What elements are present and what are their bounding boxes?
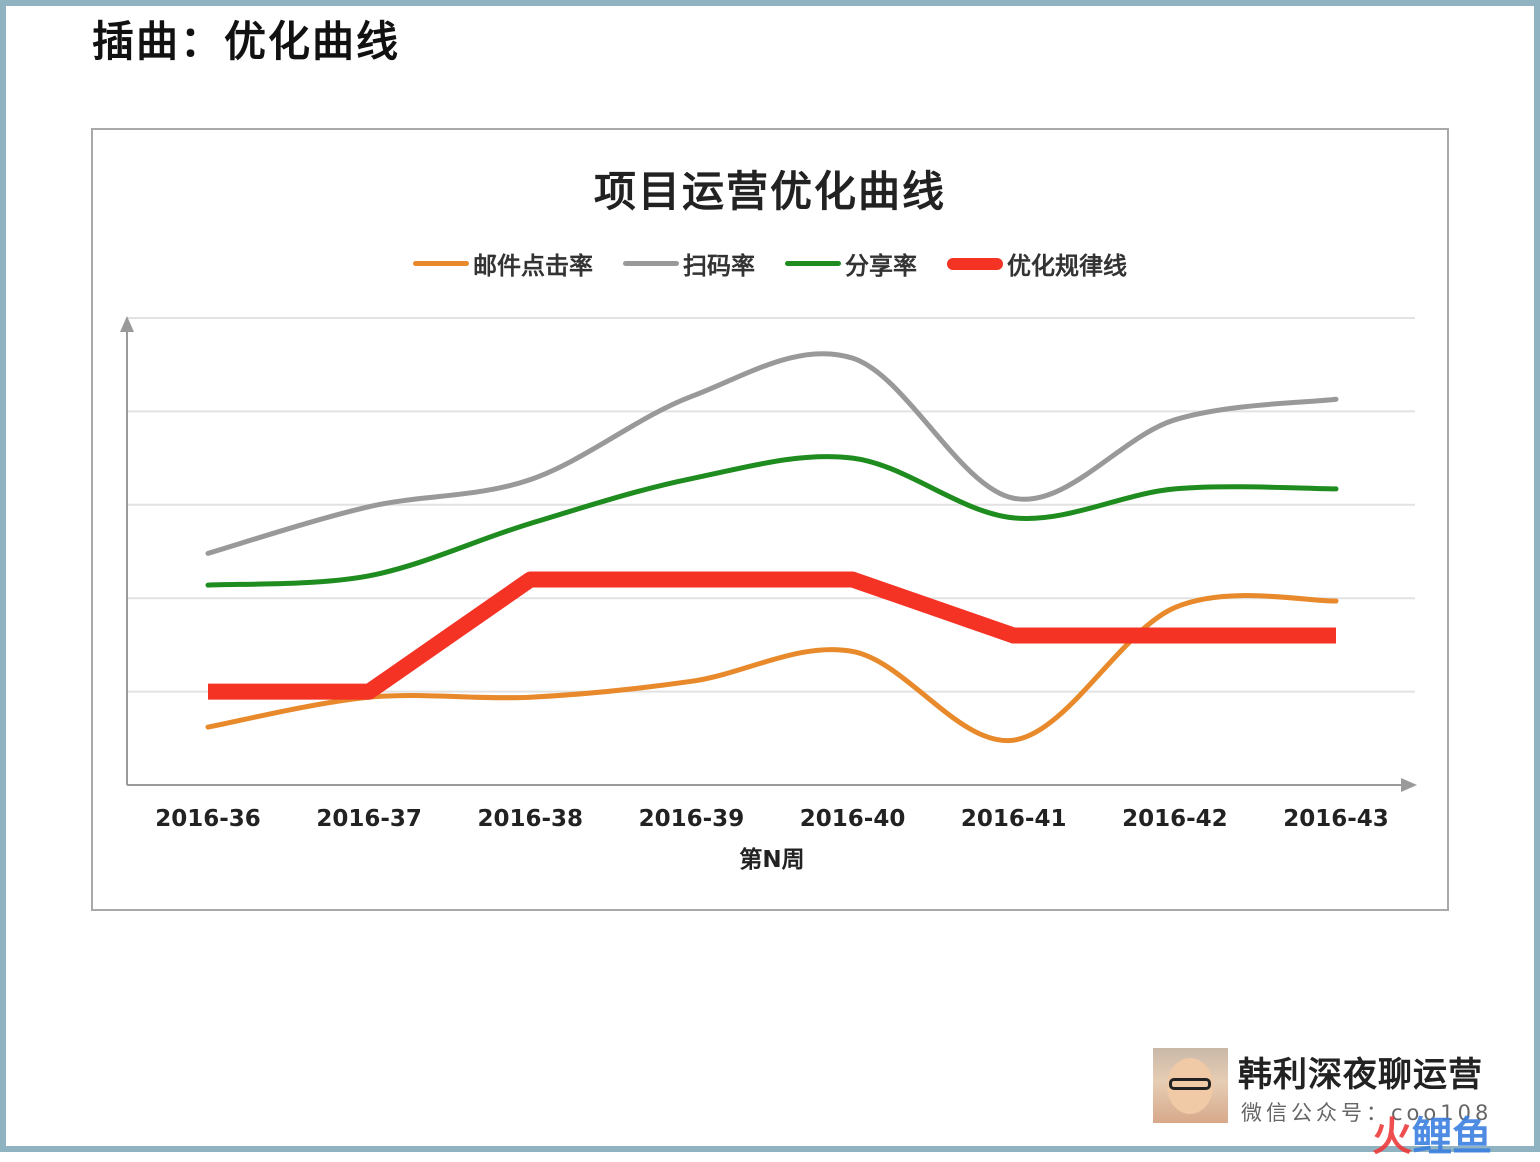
x-tick-label: 2016-39 <box>639 806 745 832</box>
series-line <box>205 454 1339 588</box>
x-tick-label: 2016-40 <box>800 806 906 832</box>
y-axis-arrow <box>120 316 134 332</box>
series-line <box>208 571 1336 700</box>
legend-item: 扫码率 <box>623 246 755 281</box>
legend-label: 优化规律线 <box>1007 252 1127 280</box>
watermark-part-b: 鲤鱼 <box>1412 1114 1492 1160</box>
series-line <box>205 593 1339 743</box>
chart-legend: 邮件点击率 扫码率 分享率 优化规律线 <box>93 246 1447 281</box>
x-tick-label: 2016-41 <box>961 806 1067 832</box>
line-chart: 2016-36 2016-37 2016-38 2016-39 2016-40 2016-… <box>120 316 1417 873</box>
chart-title: 项目运营优化曲线 <box>593 167 946 216</box>
legend-swatch <box>623 261 679 266</box>
legend-item: 邮件点击率 <box>413 246 593 281</box>
x-tick-label: 2016-38 <box>477 806 583 832</box>
chart-container: 项目运营优化曲线 邮件点击率 扫码率 分享率 优化规律线 2016-36 2016-37… <box>91 128 1449 911</box>
legend-item: 分享率 <box>785 246 917 281</box>
brand-name: 韩利深夜聊运营 <box>1238 1055 1483 1095</box>
author-brand: 韩利深夜聊运营 微信公众号：coo108 <box>1153 1047 1533 1137</box>
x-tick-label: 2016-42 <box>1122 806 1228 832</box>
brand-wechat-id: 微信公众号：coo108 <box>1241 1101 1493 1125</box>
legend-swatch <box>413 261 469 266</box>
legend-label: 邮件点击率 <box>473 252 593 280</box>
x-tick-label: 2016-37 <box>316 806 422 832</box>
legend-item: 优化规律线 <box>947 246 1127 281</box>
legend-swatch <box>947 257 1003 270</box>
x-axis-label: 第N周 <box>739 846 804 873</box>
x-tick-label: 2016-43 <box>1283 806 1389 832</box>
watermark-part-a: 火 <box>1372 1114 1412 1160</box>
site-watermark: 火鲤鱼 <box>1372 1104 1492 1162</box>
author-avatar <box>1153 1048 1228 1123</box>
x-tick-label: 2016-36 <box>155 806 261 832</box>
legend-label: 扫码率 <box>683 252 755 280</box>
x-axis-arrow <box>1401 778 1417 792</box>
legend-label: 分享率 <box>845 252 917 280</box>
slide-title: 插曲：优化曲线 <box>92 17 401 66</box>
series-line <box>205 351 1339 556</box>
legend-swatch <box>785 261 841 266</box>
